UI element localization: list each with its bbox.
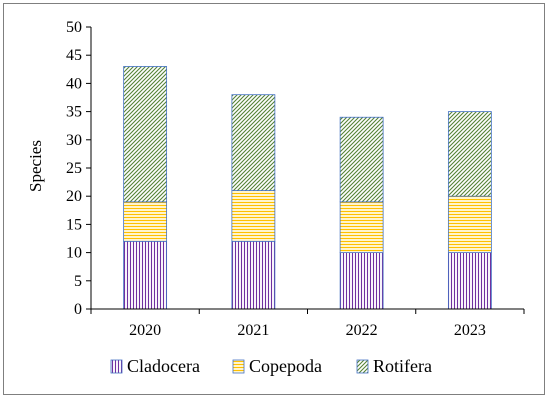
bar-rotifera-2021: [231, 94, 276, 191]
y-tick-label: 15: [66, 216, 82, 233]
bar-rotifera-2023: [447, 111, 492, 197]
x-tick-label: 2020: [129, 322, 161, 339]
bar-cladocera-2020: [123, 240, 168, 310]
x-tick-label: 2021: [237, 322, 269, 339]
bar-rotifera-2020: [123, 66, 168, 203]
bar-copepoda-2021: [231, 190, 276, 242]
x-tick-label: 2023: [454, 322, 486, 339]
bars-group: [123, 66, 492, 310]
bar-copepoda-2022: [339, 201, 384, 253]
legend-label-rotifera: Rotifera: [373, 356, 432, 376]
bar-copepoda-2023: [447, 195, 492, 253]
y-tick-label: 45: [66, 47, 82, 64]
y-tick-label: 35: [66, 104, 82, 121]
x-tick-label: 2022: [346, 322, 378, 339]
y-tick-label: 25: [66, 160, 82, 177]
axes-group: 0 5 10 15 20 25 30 35 40 45 50 2020 2021 2022 2023: [66, 19, 525, 339]
bar-cladocera-2021: [231, 240, 276, 310]
y-tick-label: 30: [66, 132, 82, 149]
bar-copepoda-2020: [123, 201, 168, 242]
y-tick-label: 0: [74, 301, 82, 318]
bar-cladocera-2023: [447, 252, 492, 310]
y-tick-label: 10: [66, 245, 82, 262]
legend: Cladocera Copepoda Rotifera: [110, 356, 432, 376]
y-tick-label: 50: [66, 19, 82, 36]
y-tick-label: 40: [66, 75, 82, 92]
legend-label-copepoda: Copepoda: [249, 356, 322, 376]
y-axis-label: Species: [26, 140, 45, 192]
legend-label-cladocera: Cladocera: [127, 356, 200, 376]
legend-swatch-cladocera: [110, 359, 123, 374]
bar-rotifera-2022: [339, 116, 384, 203]
legend-swatch-copepoda: [232, 359, 245, 374]
legend-swatch-rotifera: [356, 359, 369, 374]
y-tick-label: 20: [66, 188, 82, 205]
bar-cladocera-2022: [339, 252, 384, 310]
y-tick-label: 5: [74, 273, 82, 290]
